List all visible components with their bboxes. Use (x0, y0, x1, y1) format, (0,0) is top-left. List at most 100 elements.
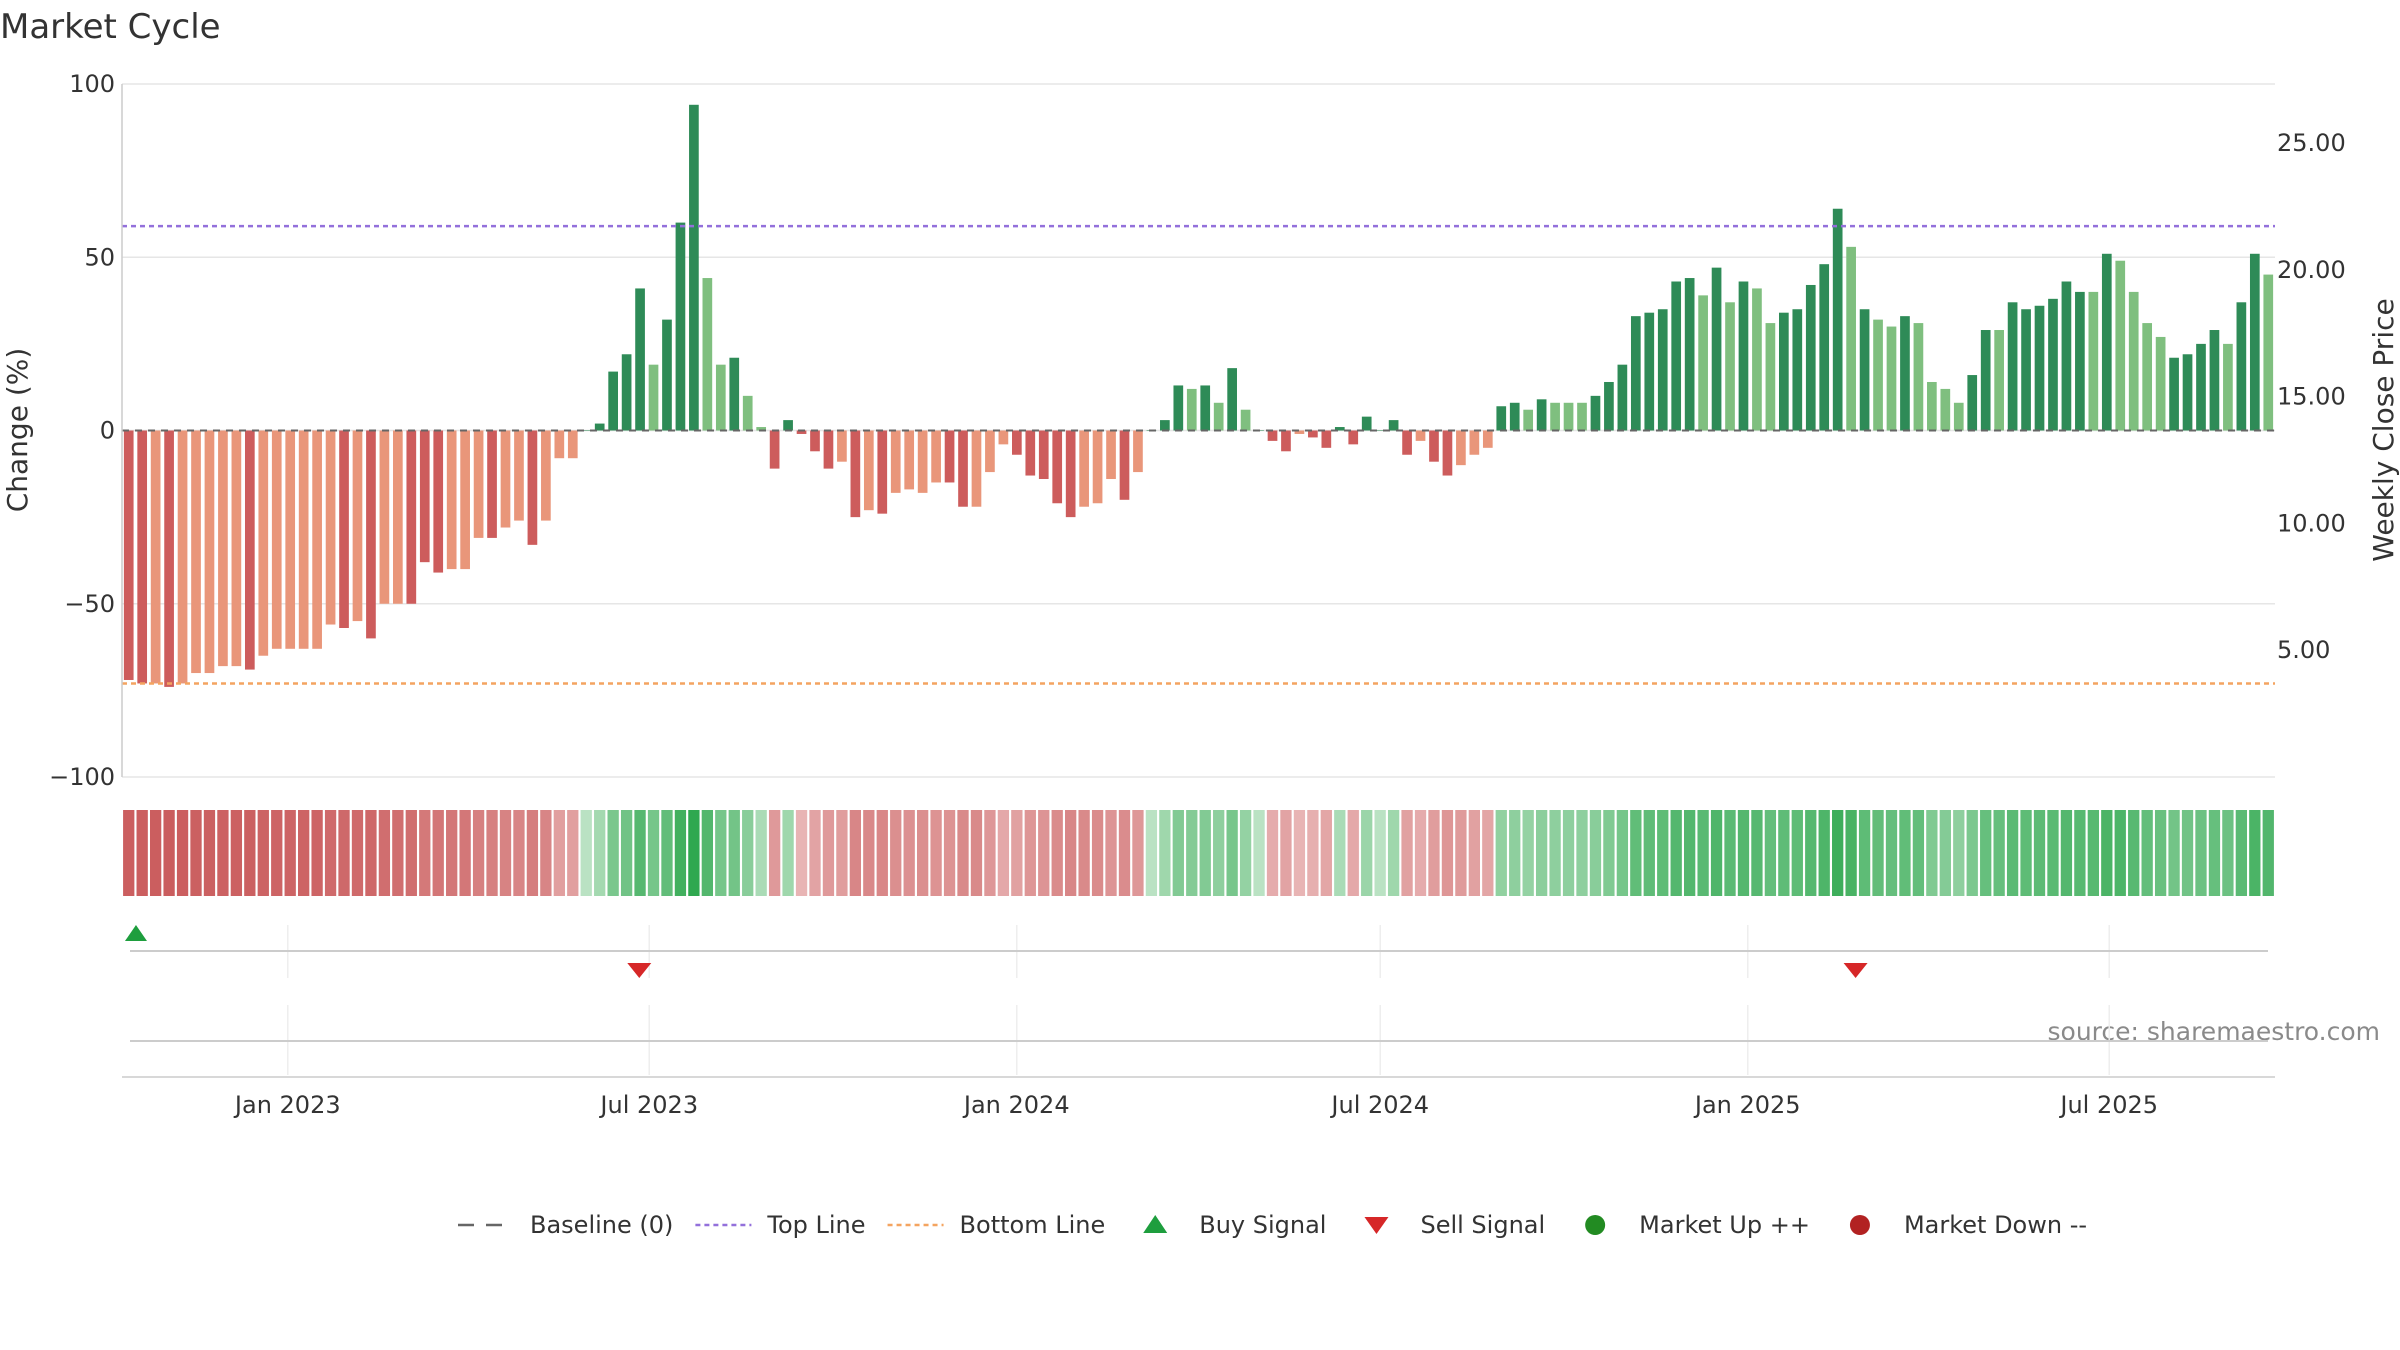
heat-cell (1091, 810, 1104, 896)
heat-cell (1576, 810, 1588, 896)
change-bar (258, 430, 269, 656)
heat-cell (203, 810, 216, 896)
change-bar (1496, 406, 1507, 431)
heat-cell (338, 810, 350, 896)
change-bar (2236, 302, 2247, 431)
change-bar (567, 430, 578, 459)
heat-cell (1562, 810, 1575, 896)
change-bar (446, 430, 457, 570)
change-bar (541, 430, 551, 521)
change-bar (1859, 309, 1870, 431)
heat-cell (392, 810, 404, 896)
heat-cell (1334, 810, 1346, 896)
heat-cell (1751, 810, 1763, 896)
heat-cell (2168, 810, 2180, 896)
heat-cell (149, 810, 162, 896)
heat-cell (136, 810, 148, 896)
heat-cell (1832, 810, 1844, 896)
change-bar (1550, 402, 1560, 431)
heat-cell (1266, 810, 1279, 896)
heat-cell (1764, 810, 1777, 896)
heat-cell (1293, 810, 1306, 896)
heat-cell (1616, 810, 1629, 896)
change-bar (1334, 427, 1345, 431)
heat-cell (2154, 810, 2167, 896)
heat-cell (1535, 810, 1548, 896)
heat-cell (1980, 810, 1992, 896)
change-bar (1294, 430, 1305, 434)
change-bar (1738, 281, 1749, 431)
buy-signal-marker (124, 925, 147, 941)
heat-cell (849, 810, 862, 896)
change-bar (2115, 260, 2126, 431)
change-bar (1267, 430, 1278, 441)
heat-cell (217, 810, 229, 896)
heat-cell (472, 810, 485, 896)
change-bar (796, 430, 807, 434)
heat-cell (634, 810, 646, 896)
change-bar (1967, 375, 1978, 431)
change-bar (2048, 298, 2058, 431)
heat-cell (809, 810, 821, 896)
heat-cell (1159, 810, 1171, 896)
legend-label: Market Down -- (1904, 1211, 2087, 1239)
heat-cell (1011, 810, 1023, 896)
change-bar (325, 430, 336, 625)
heat-cell (1118, 810, 1131, 896)
change-bar (366, 430, 376, 639)
legend-swatch-buy (1143, 1215, 1168, 1233)
change-bar (810, 430, 820, 452)
change-bar (944, 430, 955, 483)
change-bar (137, 430, 148, 684)
legend-swatch-market (1849, 1215, 1870, 1235)
change-bar (1577, 402, 1587, 431)
change-bar (1886, 326, 1897, 431)
change-bar (729, 357, 740, 431)
heat-cell (997, 810, 1010, 896)
change-bar (393, 430, 403, 604)
heat-cell (1428, 810, 1440, 896)
change-bar (1953, 402, 1964, 431)
change-bar (1711, 267, 1722, 431)
change-bar (2128, 291, 2139, 431)
change-bar (662, 319, 672, 431)
heat-cell (1710, 810, 1723, 896)
left-axis-label: Change (%) (1, 348, 34, 513)
change-bar (931, 430, 941, 483)
heat-cell (1845, 810, 1857, 896)
heat-cell (2208, 810, 2221, 896)
change-bar (1308, 430, 1318, 438)
y-tick-label: 50 (84, 243, 115, 271)
change-bar (487, 430, 497, 538)
heat-cell (1078, 810, 1090, 896)
x-tick-label: Jan 2024 (962, 1091, 1070, 1119)
change-bar (1671, 281, 1682, 431)
change-bar (998, 430, 1009, 445)
signal-panel (124, 925, 2268, 1075)
legend-label: Buy Signal (1199, 1211, 1326, 1239)
heat-cell (163, 810, 175, 896)
heat-cell (1953, 810, 1965, 896)
heat-cell (876, 810, 888, 896)
legend: Baseline (0) Top Line Bottom Line Buy Signa… (458, 1211, 2087, 1239)
heat-cell (701, 810, 713, 896)
heat-cell (2249, 810, 2261, 896)
heat-cell (553, 810, 565, 896)
change-bar (419, 430, 430, 563)
heat-cell (405, 810, 417, 896)
heat-cell (1307, 810, 1319, 896)
change-bar (917, 430, 928, 493)
change-bar (1873, 319, 1883, 431)
heat-cell (1199, 810, 1211, 896)
change-bar (1765, 323, 1776, 431)
change-bar (1213, 402, 1224, 431)
heat-cell (2114, 810, 2126, 896)
heat-cell (190, 810, 202, 896)
heat-cell (1858, 810, 1871, 896)
change-bar (769, 430, 780, 469)
change-bar (756, 427, 767, 431)
change-bar (1415, 430, 1426, 441)
y-tick-label: −50 (64, 590, 115, 618)
right-tick-label: 15.00 (2277, 383, 2346, 411)
heat-cell (1186, 810, 1198, 896)
